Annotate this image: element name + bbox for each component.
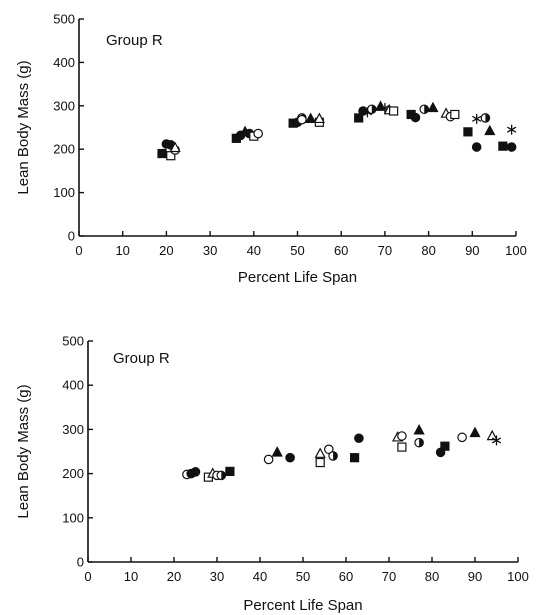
data-point-circle-half bbox=[419, 104, 430, 115]
x-tick-label: 0 bbox=[84, 569, 91, 584]
y-tick-label: 0 bbox=[77, 555, 84, 570]
x-tick-label: 20 bbox=[167, 569, 181, 584]
x-tick-label: 40 bbox=[247, 243, 261, 258]
data-point-circle-half bbox=[328, 451, 338, 461]
data-point-triangle-filled bbox=[413, 424, 425, 435]
data-point-star bbox=[472, 113, 482, 124]
data-point-square-open bbox=[315, 457, 325, 468]
data-point-circle-half bbox=[216, 470, 227, 481]
panel-title: Group R bbox=[106, 32, 163, 49]
x-axis-label: Percent Life Span bbox=[243, 597, 362, 614]
data-point-circle-open bbox=[297, 114, 307, 125]
data-point-circle-filled bbox=[190, 467, 201, 477]
data-point-triangle-open bbox=[314, 447, 326, 458]
x-tick-label: 10 bbox=[124, 569, 138, 584]
data-point-circle-open bbox=[253, 128, 263, 139]
x-tick-label: 30 bbox=[210, 569, 224, 584]
x-tick-label: 30 bbox=[203, 243, 217, 258]
panel-title: Group R bbox=[113, 350, 170, 367]
x-tick-label: 50 bbox=[290, 243, 304, 258]
x-tick-label: 50 bbox=[296, 569, 310, 584]
y-tick-label: 200 bbox=[53, 142, 75, 157]
x-tick-label: 70 bbox=[378, 243, 392, 258]
x-tick-label: 20 bbox=[159, 243, 173, 258]
x-tick-label: 90 bbox=[468, 569, 482, 584]
data-point-square-filled bbox=[157, 148, 167, 159]
y-tick-label: 500 bbox=[62, 334, 84, 349]
data-point-square-open bbox=[389, 106, 399, 116]
y-axis-label: Lean Body Mass (g) bbox=[15, 60, 32, 194]
x-tick-label: 80 bbox=[421, 243, 435, 258]
data-point-square-filled bbox=[354, 113, 364, 123]
data-point-square-filled bbox=[463, 127, 473, 137]
data-point-star bbox=[507, 124, 517, 135]
data-point-circle-filled bbox=[410, 112, 421, 123]
data-point-circle-filled bbox=[285, 452, 295, 463]
data-point-square-filled bbox=[350, 453, 360, 463]
data-point-square-filled bbox=[225, 466, 235, 476]
y-tick-label: 400 bbox=[62, 378, 84, 393]
x-tick-label: 10 bbox=[115, 243, 129, 258]
x-tick-label: 100 bbox=[507, 569, 529, 584]
data-point-triangle-filled bbox=[427, 101, 439, 113]
y-tick-label: 100 bbox=[53, 185, 75, 200]
data-point-circle-open bbox=[397, 431, 407, 441]
x-tick-label: 100 bbox=[505, 243, 527, 258]
data-point-circle-open bbox=[263, 454, 274, 465]
y-tick-label: 500 bbox=[53, 12, 75, 27]
data-point-circle-half bbox=[414, 437, 424, 448]
data-point-circle-half bbox=[480, 113, 491, 123]
data-point-star bbox=[491, 435, 502, 446]
data-point-circle-half bbox=[366, 104, 377, 115]
data-point-triangle-filled bbox=[469, 426, 481, 438]
chart-panel-2: 0 10 20 30 40 50 60 70 80 90 100 0 100 200 300 400 500 Pe… bbox=[15, 334, 529, 615]
y-tick-label: 200 bbox=[62, 466, 84, 481]
data-point-triangle-filled bbox=[305, 112, 317, 124]
data-point-square-filled bbox=[440, 441, 450, 451]
y-tick-label: 100 bbox=[62, 510, 84, 525]
data-point-circle-filled bbox=[506, 142, 517, 152]
x-tick-label: 60 bbox=[339, 569, 353, 584]
data-point-circle-filled bbox=[354, 433, 364, 444]
y-tick-label: 400 bbox=[53, 55, 75, 70]
x-tick-label: 80 bbox=[425, 569, 439, 584]
data-point-triangle-open bbox=[313, 112, 325, 124]
data-point-triangle-open bbox=[169, 141, 181, 153]
chart-panel-1: 0 10 20 30 40 50 60 70 80 90 100 0 100 200 300 400 500 Pe… bbox=[15, 12, 527, 287]
data-point-triangle-open bbox=[486, 429, 498, 441]
y-tick-label: 300 bbox=[53, 98, 75, 113]
y-tick-label: 0 bbox=[68, 229, 75, 244]
data-point-circle-open bbox=[323, 444, 334, 455]
x-tick-label: 0 bbox=[75, 243, 82, 258]
x-tick-label: 40 bbox=[253, 569, 267, 584]
y-tick-label: 300 bbox=[62, 422, 84, 437]
y-axis-label: Lean Body Mass (g) bbox=[15, 384, 32, 518]
data-point-square-open bbox=[450, 109, 460, 120]
data-point-circle-open bbox=[457, 432, 467, 443]
data-point-triangle-filled bbox=[484, 124, 496, 136]
data-point-triangle-filled bbox=[271, 446, 283, 457]
x-tick-label: 60 bbox=[334, 243, 348, 258]
data-point-square-filled bbox=[498, 141, 508, 151]
x-tick-label: 70 bbox=[382, 569, 396, 584]
x-tick-label: 90 bbox=[465, 243, 479, 258]
data-point-square-open bbox=[397, 442, 407, 452]
data-point-circle-filled bbox=[471, 142, 482, 152]
x-axis-label: Percent Life Span bbox=[238, 269, 357, 286]
